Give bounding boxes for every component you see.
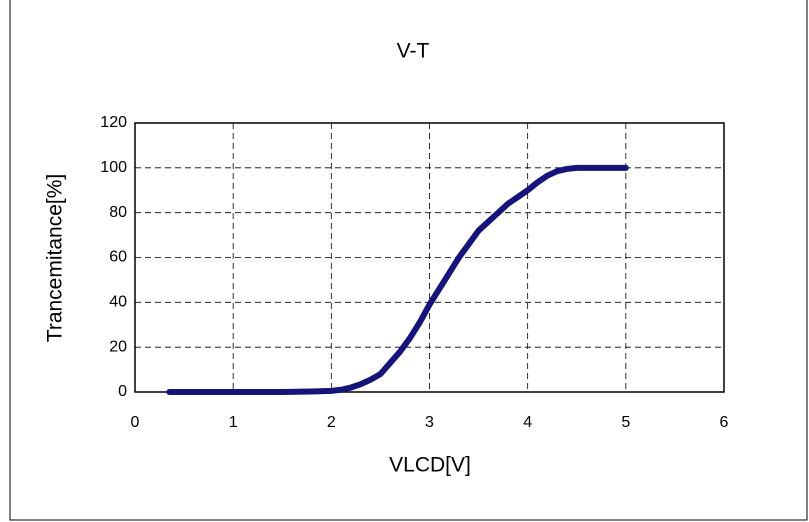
chart-title: V-T <box>397 40 430 63</box>
x-tick-label: 3 <box>425 414 434 431</box>
y-tick-label: 80 <box>109 204 127 221</box>
chart-frame <box>9 0 808 521</box>
y-tick-label: 100 <box>100 159 127 176</box>
x-tick-label: 2 <box>327 414 336 431</box>
x-tick-label: 5 <box>621 414 630 431</box>
y-axis-label: Trancemitance[%] <box>44 174 67 342</box>
x-tick-label: 6 <box>720 414 729 431</box>
x-tick-label: 1 <box>229 414 238 431</box>
y-tick-label: 120 <box>100 114 127 131</box>
y-tick-label: 60 <box>109 249 127 266</box>
x-tick-label: 4 <box>523 414 532 431</box>
data-line <box>166 164 629 395</box>
y-tick-label: 0 <box>118 383 127 400</box>
y-tick-label: 20 <box>109 338 127 355</box>
x-tick-label: 0 <box>131 414 140 431</box>
x-axis-label: VLCD[V] <box>389 454 471 477</box>
plot-frame <box>134 122 725 393</box>
y-tick-label: 40 <box>109 294 127 311</box>
